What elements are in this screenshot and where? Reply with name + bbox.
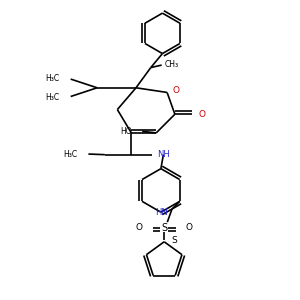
Text: CH₃: CH₃ bbox=[165, 60, 179, 69]
Text: H₃C: H₃C bbox=[46, 74, 60, 83]
Text: H₃C: H₃C bbox=[64, 149, 78, 158]
Text: O: O bbox=[186, 223, 193, 232]
Text: NH: NH bbox=[157, 150, 170, 159]
Text: HN: HN bbox=[155, 208, 168, 217]
Text: O: O bbox=[173, 86, 180, 95]
Text: S: S bbox=[171, 236, 177, 245]
Text: O: O bbox=[199, 110, 206, 119]
Text: H₃C: H₃C bbox=[46, 93, 60, 102]
Text: S: S bbox=[161, 223, 167, 233]
Text: HO: HO bbox=[120, 127, 132, 136]
Text: O: O bbox=[135, 223, 142, 232]
